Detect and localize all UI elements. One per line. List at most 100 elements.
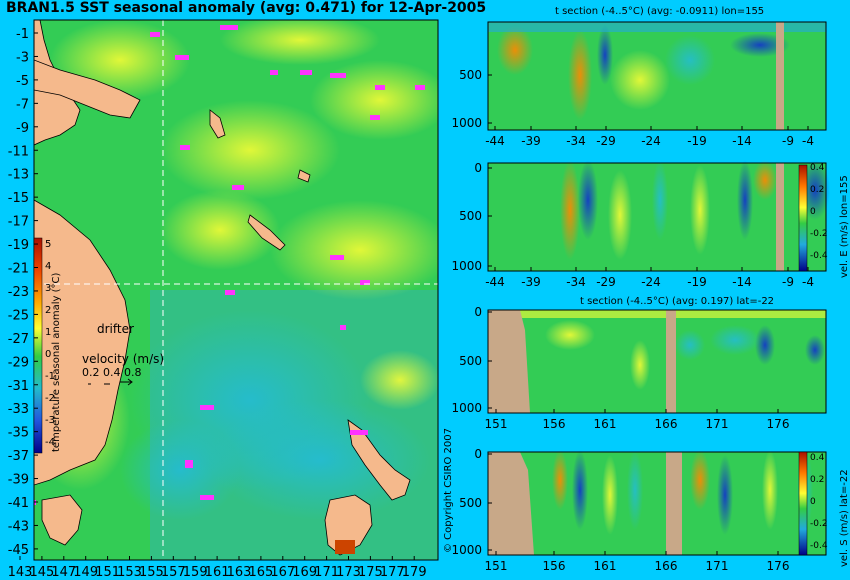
- panel-x-tick-label: -19: [687, 275, 707, 289]
- lat-tick-label: -17: [8, 215, 29, 230]
- panel-colorbar-tick-label: 0.4: [810, 163, 825, 173]
- lon-tick-label: 145: [29, 565, 54, 580]
- panel-x-tick-label: 171: [706, 417, 729, 431]
- colorbar-tick-label: 3: [45, 283, 51, 294]
- panel-x-tick-label: -29: [596, 275, 616, 289]
- panel-x-tick-label: 166: [655, 417, 678, 431]
- map-lat-ticks: -1 -3 -5 -7 -9 -11 -13 -15 -17 -19 -21 -23 -25 -27 -29…: [8, 27, 38, 558]
- panel-colorbar-tick-label: -0.4: [810, 541, 828, 551]
- panel-x-tick-label: 151: [485, 417, 508, 431]
- vel-s-colorbar: [798, 451, 808, 556]
- panel-3-plot: [487, 309, 827, 414]
- lat-tick-label: -39: [8, 473, 29, 488]
- panel-x-tick-label: -24: [641, 275, 661, 289]
- drifter-label: drifter: [97, 322, 134, 336]
- panel-y-tick-label: 0: [474, 447, 482, 461]
- lon-tick-label: 155: [139, 565, 164, 580]
- colorbar-tick-label: -1: [45, 371, 55, 382]
- panel-colorbar-tick-label: -0.2: [810, 229, 828, 239]
- panel-2-plot: [487, 160, 830, 272]
- lon-tick-label: 163: [227, 565, 252, 580]
- lat-tick-label: -5: [16, 74, 29, 89]
- panel-1-title: t section (-4..5°C) (avg: -0.0911) lon=1…: [555, 6, 765, 17]
- lat-tick-label: -21: [8, 262, 29, 277]
- lon-tick-label: 161: [205, 565, 230, 580]
- sst-map: [34, 20, 438, 560]
- panel-y-tick-label: 500: [459, 496, 482, 510]
- panel-2-side-label: vel. E (m/s) lon=155: [839, 175, 850, 278]
- lon-tick-label: 143: [8, 565, 33, 580]
- panel-1-plot: [487, 21, 827, 131]
- lat-tick-label: -23: [8, 285, 29, 300]
- panel-x-tick-label: -44: [485, 275, 505, 289]
- panel-y-tick-label: 0: [474, 161, 482, 175]
- panel-x-tick-label: -9: [782, 275, 794, 289]
- lon-tick-label: 167: [270, 565, 295, 580]
- lon-tick-label: 157: [161, 565, 186, 580]
- panel-y-tick-label: 0: [474, 305, 482, 319]
- velocity-key-arrows: [88, 378, 133, 386]
- panel-4-side-label: vel. S (m/s) lat=-22: [839, 469, 850, 567]
- panel-x-tick-label: 161: [594, 417, 617, 431]
- lat-tick-label: -37: [8, 449, 29, 464]
- lon-tick-label: 177: [380, 565, 405, 580]
- colorbar-tick-label: -4: [45, 437, 55, 448]
- panel-x-tick-label: -9: [782, 134, 794, 148]
- panel-x-tick-label: 176: [767, 559, 790, 573]
- lat-tick-label: -15: [8, 191, 29, 206]
- panel-colorbar-tick-label: -0.2: [810, 519, 828, 529]
- lat-tick-label: -13: [8, 168, 29, 183]
- panel-x-tick-label: 156: [543, 417, 566, 431]
- panel-x-tick-label: 161: [594, 559, 617, 573]
- panel-x-tick-label: -19: [687, 134, 707, 148]
- colorbar-tick-label: 0: [45, 349, 51, 360]
- panel-x-tick-label: 166: [655, 559, 678, 573]
- lon-tick-label: 149: [73, 565, 98, 580]
- lon-tick-label: 169: [292, 565, 317, 580]
- panel-y-tick-label: 1000: [451, 401, 482, 415]
- lon-tick-label: 153: [117, 565, 142, 580]
- panel-x-tick-label: -24: [641, 134, 661, 148]
- colorbar-tick-label: 2: [45, 305, 51, 316]
- panel-colorbar-tick-label: 0: [810, 497, 816, 507]
- lat-tick-label: -27: [8, 332, 29, 347]
- panel-x-tick-label: -34: [566, 275, 586, 289]
- lat-tick-label: -45: [8, 543, 29, 558]
- lon-tick-label: 147: [51, 565, 76, 580]
- lon-tick-label: 151: [95, 565, 120, 580]
- panel-x-tick-label: -14: [732, 134, 752, 148]
- lat-tick-label: -41: [8, 496, 29, 511]
- panel-colorbar-tick-label: 0: [810, 207, 816, 217]
- map-colorbar-ticks: 5 4 3 2 1 0 -1 -2 -3 -4: [45, 239, 55, 448]
- panel-x-tick-label: -29: [596, 134, 616, 148]
- velocity-scale: 0.2 0.4 0.8: [82, 366, 142, 379]
- panel-4-plot: [487, 450, 827, 556]
- lat-tick-label: -33: [8, 402, 29, 417]
- panel-3-title: t section (-4..5°C) (avg: 0.197) lat=-22: [580, 296, 775, 307]
- panel-colorbar-tick-label: 0.2: [810, 185, 824, 195]
- lon-tick-label: 173: [336, 565, 361, 580]
- lon-tick-label: 171: [314, 565, 339, 580]
- lon-tick-label: 179: [402, 565, 427, 580]
- colorbar-tick-label: -2: [45, 393, 55, 404]
- panel-x-tick-label: -39: [521, 134, 541, 148]
- lon-tick-label: 159: [183, 565, 208, 580]
- panel-x-tick-label: -14: [732, 275, 752, 289]
- panel-y-tick-label: 1000: [451, 543, 482, 557]
- lat-tick-label: -31: [8, 379, 29, 394]
- lat-tick-label: -3: [16, 50, 29, 65]
- lat-tick-label: -19: [8, 238, 29, 253]
- panel-y-tick-label: 500: [459, 68, 482, 82]
- lat-tick-label: -11: [8, 144, 29, 159]
- lat-tick-label: -35: [8, 426, 29, 441]
- panel-x-tick-label: 171: [706, 559, 729, 573]
- panel-y-tick-label: 1000: [451, 259, 482, 273]
- colorbar-tick-label: 1: [45, 327, 51, 338]
- velocity-label: velocity (m/s): [82, 352, 165, 366]
- panel-colorbar-tick-label: 0.4: [810, 453, 825, 463]
- panel-x-tick-label: -4: [802, 134, 814, 148]
- panel-y-tick-label: 500: [459, 209, 482, 223]
- map-colorbar: [33, 237, 43, 454]
